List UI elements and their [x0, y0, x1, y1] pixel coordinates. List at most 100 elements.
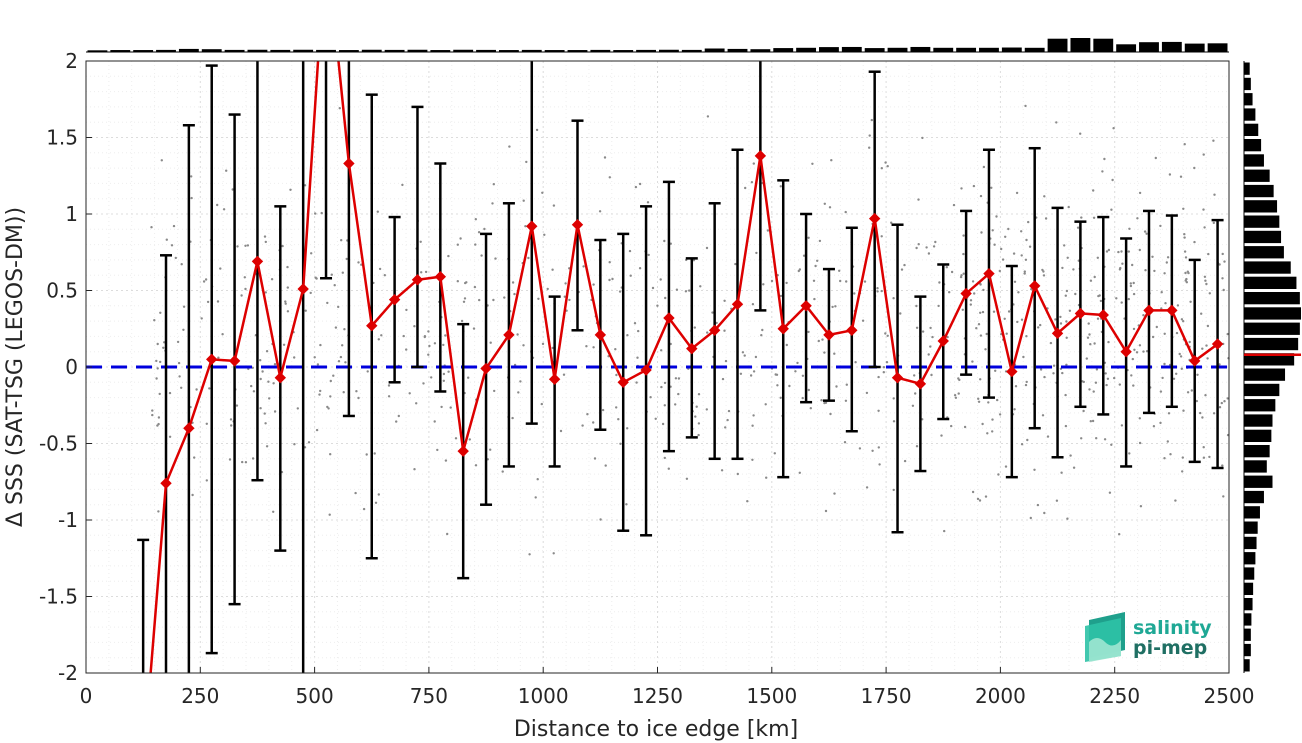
scatter-point — [1020, 318, 1024, 321]
right-histogram-bar — [1244, 460, 1267, 473]
scatter-point — [930, 373, 933, 377]
scatter-point — [1025, 380, 1028, 384]
scatter-point — [1037, 326, 1040, 329]
right-histogram-bar — [1244, 643, 1251, 657]
scatter-point — [387, 395, 391, 398]
scatter-point — [326, 301, 329, 305]
right-histogram — [1243, 61, 1301, 673]
top-histogram-bar — [681, 49, 702, 52]
scatter-point — [522, 344, 525, 347]
scatter-point — [202, 280, 206, 283]
scatter-point — [293, 443, 296, 446]
scatter-point — [489, 341, 492, 344]
scatter-point — [377, 493, 380, 496]
scatter-point — [954, 396, 958, 399]
scatter-point — [661, 422, 665, 426]
top-histogram-bar — [864, 48, 885, 52]
scatter-point — [1222, 288, 1225, 292]
scatter-point — [1080, 216, 1083, 219]
scatter-point — [838, 269, 841, 272]
scatter-point — [796, 361, 799, 365]
scatter-point — [979, 311, 982, 314]
scatter-point — [177, 361, 181, 365]
top-histogram-bar — [1047, 38, 1068, 52]
scatter-point — [1212, 412, 1216, 415]
scatter-point — [568, 298, 571, 302]
scatter-point — [865, 391, 869, 395]
scatter-point — [190, 175, 193, 178]
scatter-point — [871, 449, 874, 452]
scatter-point — [408, 392, 411, 395]
top-histogram-bar — [773, 48, 794, 52]
scatter-point — [752, 370, 756, 373]
scatter-point — [834, 305, 837, 308]
scatter-point — [1208, 292, 1212, 295]
right-histogram-bar — [1244, 77, 1251, 91]
scatter-point — [1106, 377, 1110, 380]
scatter-point — [310, 252, 313, 255]
scatter-point — [1190, 389, 1194, 392]
scatter-point — [977, 400, 981, 403]
top-histogram-bar — [979, 47, 999, 52]
scatter-point — [474, 218, 477, 221]
scatter-point — [1163, 272, 1166, 275]
scatter-point — [608, 261, 611, 264]
top-histogram-bar — [87, 50, 108, 52]
scatter-point — [1189, 300, 1192, 303]
scatter-point — [1121, 262, 1124, 265]
scatter-point — [1088, 388, 1091, 391]
scatter-point — [433, 342, 437, 345]
scatter-point — [330, 273, 333, 276]
scatter-point — [706, 115, 710, 118]
scatter-point — [401, 183, 404, 187]
scatter-point — [304, 309, 307, 312]
scatter-point — [990, 186, 993, 189]
scatter-point — [882, 366, 886, 369]
scatter-point — [1176, 304, 1180, 307]
top-histogram-bar — [1001, 47, 1022, 52]
series-marker — [663, 312, 675, 324]
scatter-point — [582, 265, 585, 268]
scatter-point — [221, 333, 224, 336]
scatter-point — [659, 278, 662, 281]
scatter-point — [1223, 400, 1226, 403]
scatter-point — [1185, 277, 1188, 281]
scatter-point — [1206, 324, 1210, 328]
scatter-point — [1169, 453, 1172, 456]
right-histogram-bar — [1244, 261, 1291, 274]
scatter-point — [261, 370, 264, 373]
scatter-point — [654, 417, 657, 420]
scatter-point — [997, 473, 1000, 476]
scatter-point — [281, 244, 284, 248]
scatter-point — [216, 300, 220, 303]
scatter-point — [1017, 291, 1020, 294]
scatter-point — [1185, 281, 1189, 284]
scatter-point — [638, 182, 642, 186]
scatter-point — [1110, 208, 1113, 211]
scatter-point — [915, 246, 918, 250]
top-histogram-bar — [704, 48, 725, 52]
right-histogram-bar — [1244, 552, 1256, 565]
scatter-point — [442, 343, 445, 347]
scatter-point — [962, 234, 965, 237]
scatter-point — [1004, 235, 1007, 238]
top-histogram-bar — [156, 49, 176, 52]
scatter-point — [773, 452, 776, 455]
scatter-point — [877, 409, 880, 412]
scatter-point — [307, 441, 311, 444]
right-histogram-bar — [1244, 123, 1259, 136]
scatter-point — [1212, 221, 1216, 225]
scatter-point — [779, 396, 782, 399]
top-histogram-bar — [110, 50, 131, 52]
series-marker — [366, 319, 378, 332]
scatter-point — [835, 385, 838, 388]
scatter-point — [340, 239, 343, 242]
scatter-point — [273, 410, 277, 413]
y-tick-label: 0.5 — [46, 279, 78, 303]
scatter-point — [984, 495, 988, 498]
scatter-point — [159, 311, 162, 314]
scatter-point — [182, 328, 185, 331]
scatter-point — [685, 477, 689, 480]
scatter-point — [444, 459, 448, 462]
